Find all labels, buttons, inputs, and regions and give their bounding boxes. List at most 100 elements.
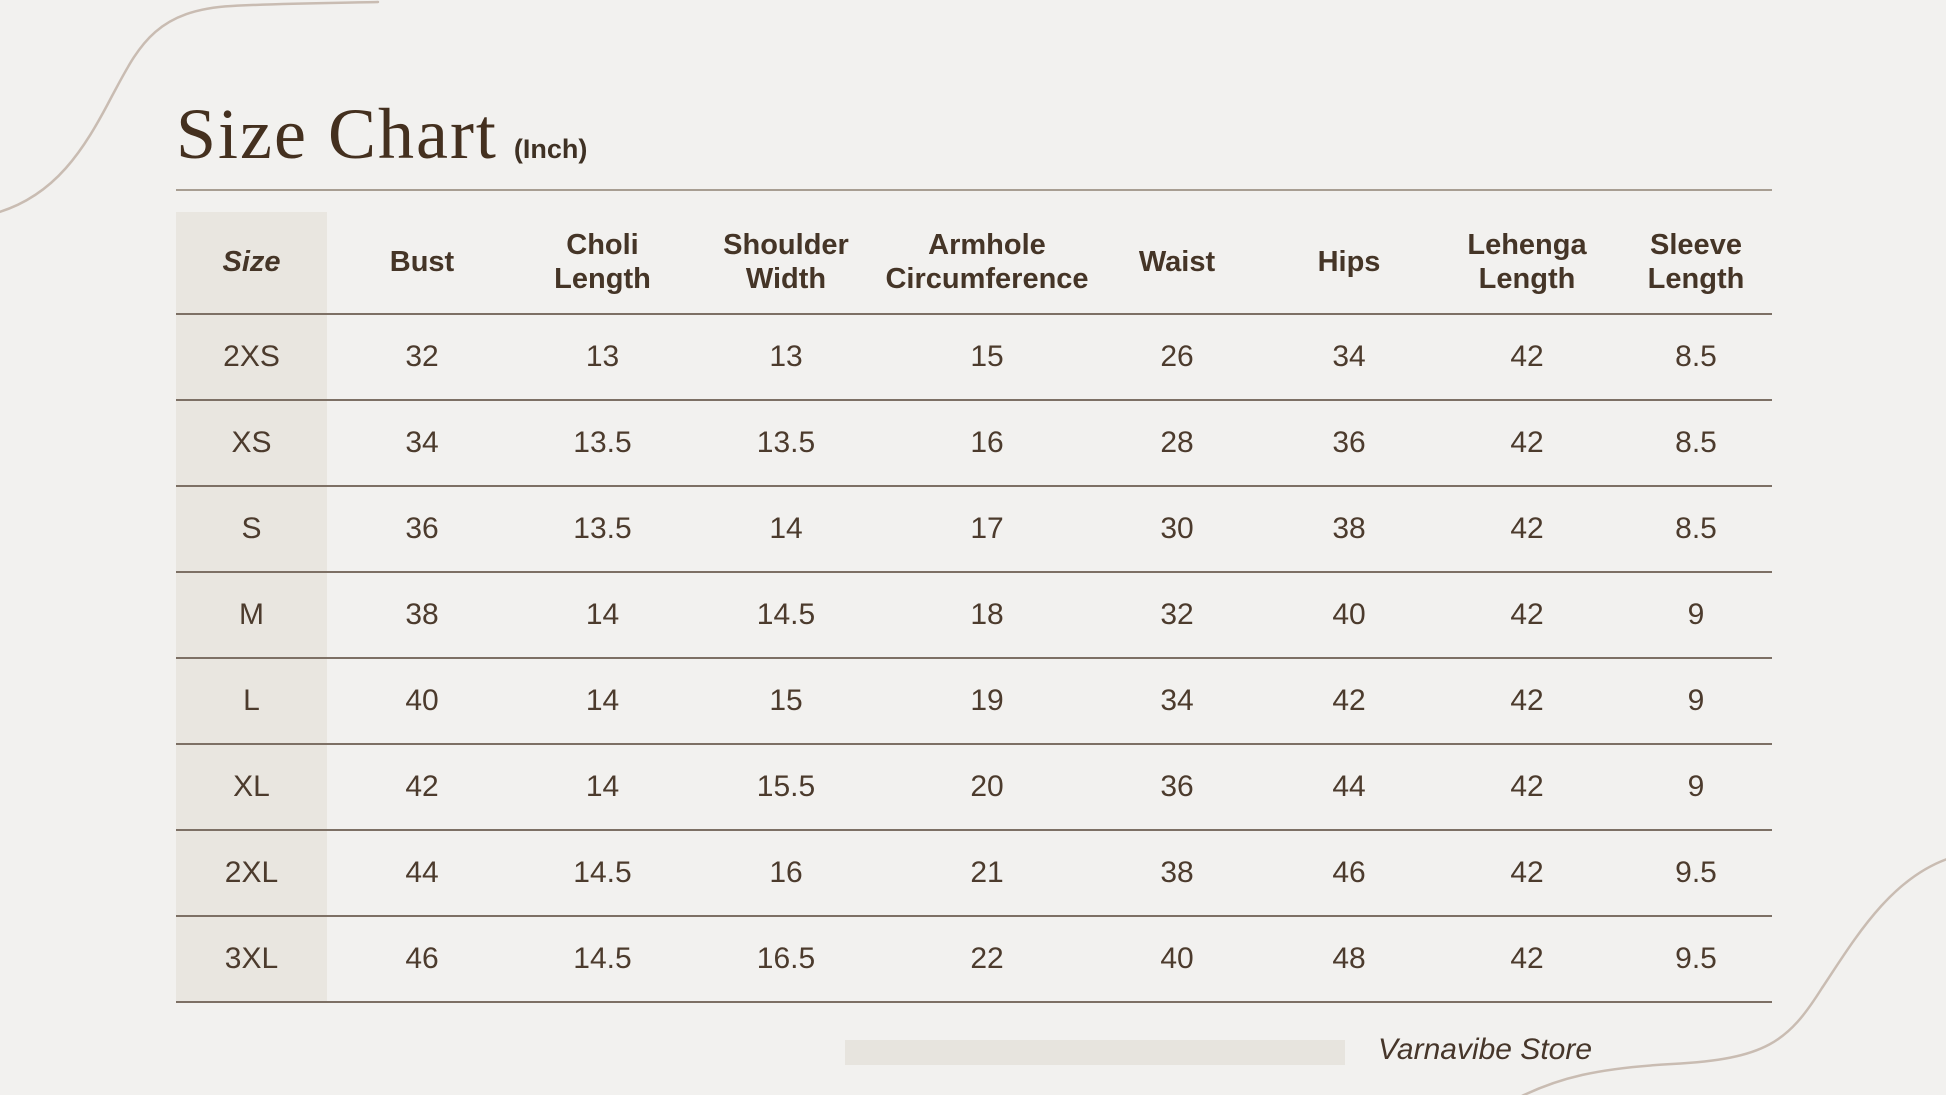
value-cell: 40 bbox=[1264, 572, 1434, 659]
value-cell: 44 bbox=[327, 830, 517, 917]
value-cell: 28 bbox=[1090, 400, 1264, 487]
value-cell: 46 bbox=[327, 916, 517, 1003]
value-cell: 38 bbox=[1264, 486, 1434, 573]
value-cell: 32 bbox=[1090, 572, 1264, 659]
table-row: 3XL 46 14.5 16.5 22 40 48 42 9.5 bbox=[176, 916, 1772, 1003]
value-cell: 9.5 bbox=[1620, 830, 1772, 917]
value-cell: 17 bbox=[884, 486, 1090, 573]
header-cell: Sleeve Length bbox=[1620, 212, 1772, 315]
size-cell: XS bbox=[176, 400, 327, 487]
value-cell: 8.5 bbox=[1620, 314, 1772, 401]
top-left-curve bbox=[0, 0, 380, 213]
size-cell: 2XL bbox=[176, 830, 327, 917]
value-cell: 14 bbox=[688, 486, 884, 573]
value-cell: 14 bbox=[517, 744, 688, 831]
value-cell: 36 bbox=[1264, 400, 1434, 487]
size-chart-table: Size Bust Choli Length Shoulder Width Armhol… bbox=[176, 212, 1772, 1003]
table-row: M 38 14 14.5 18 32 40 42 9 bbox=[176, 572, 1772, 659]
table-body: 2XS 32 13 13 15 26 34 42 8.5 XS 34 13.5 13.5 16 28 36 42… bbox=[176, 314, 1772, 1003]
title-divider bbox=[176, 189, 1772, 191]
value-cell: 13.5 bbox=[517, 486, 688, 573]
footer-bar bbox=[845, 1040, 1345, 1065]
value-cell: 40 bbox=[327, 658, 517, 745]
value-cell: 14.5 bbox=[517, 830, 688, 917]
size-cell: S bbox=[176, 486, 327, 573]
value-cell: 34 bbox=[1090, 658, 1264, 745]
value-cell: 26 bbox=[1090, 314, 1264, 401]
value-cell: 18 bbox=[884, 572, 1090, 659]
value-cell: 42 bbox=[1434, 916, 1620, 1003]
size-cell: L bbox=[176, 658, 327, 745]
value-cell: 34 bbox=[327, 400, 517, 487]
value-cell: 40 bbox=[1090, 916, 1264, 1003]
value-cell: 15 bbox=[884, 314, 1090, 401]
table-row: L 40 14 15 19 34 42 42 9 bbox=[176, 658, 1772, 745]
value-cell: 36 bbox=[327, 486, 517, 573]
size-cell: 3XL bbox=[176, 916, 327, 1003]
value-cell: 9.5 bbox=[1620, 916, 1772, 1003]
value-cell: 36 bbox=[1090, 744, 1264, 831]
value-cell: 32 bbox=[327, 314, 517, 401]
title-block: Size Chart (Inch) bbox=[176, 98, 587, 170]
value-cell: 42 bbox=[1434, 486, 1620, 573]
value-cell: 44 bbox=[1264, 744, 1434, 831]
value-cell: 14 bbox=[517, 658, 688, 745]
brand-name: Varnavibe Store bbox=[1378, 1033, 1593, 1066]
value-cell: 42 bbox=[1434, 400, 1620, 487]
value-cell: 16 bbox=[688, 830, 884, 917]
title-unit-label: (Inch) bbox=[513, 134, 588, 164]
value-cell: 19 bbox=[884, 658, 1090, 745]
value-cell: 13.5 bbox=[517, 400, 688, 487]
value-cell: 42 bbox=[1434, 830, 1620, 917]
value-cell: 20 bbox=[884, 744, 1090, 831]
table-row: XL 42 14 15.5 20 36 44 42 9 bbox=[176, 744, 1772, 831]
value-cell: 46 bbox=[1264, 830, 1434, 917]
table-header-row: Size Bust Choli Length Shoulder Width Armhol… bbox=[176, 212, 1772, 315]
value-cell: 21 bbox=[884, 830, 1090, 917]
header-cell: Waist bbox=[1090, 212, 1264, 315]
page-title: Size Chart bbox=[176, 94, 498, 174]
table-row: XS 34 13.5 13.5 16 28 36 42 8.5 bbox=[176, 400, 1772, 487]
value-cell: 16 bbox=[884, 400, 1090, 487]
value-cell: 42 bbox=[1434, 314, 1620, 401]
value-cell: 14.5 bbox=[688, 572, 884, 659]
value-cell: 14.5 bbox=[517, 916, 688, 1003]
header-cell: Hips bbox=[1264, 212, 1434, 315]
value-cell: 9 bbox=[1620, 658, 1772, 745]
value-cell: 9 bbox=[1620, 572, 1772, 659]
table-row: 2XL 44 14.5 16 21 38 46 42 9.5 bbox=[176, 830, 1772, 917]
size-cell: XL bbox=[176, 744, 327, 831]
value-cell: 16.5 bbox=[688, 916, 884, 1003]
header-cell: Armhole Circumference bbox=[884, 212, 1090, 315]
size-cell: M bbox=[176, 572, 327, 659]
value-cell: 9 bbox=[1620, 744, 1772, 831]
header-cell: Bust bbox=[327, 212, 517, 315]
value-cell: 14 bbox=[517, 572, 688, 659]
value-cell: 8.5 bbox=[1620, 486, 1772, 573]
header-cell: Lehenga Length bbox=[1434, 212, 1620, 315]
value-cell: 15 bbox=[688, 658, 884, 745]
value-cell: 48 bbox=[1264, 916, 1434, 1003]
value-cell: 42 bbox=[327, 744, 517, 831]
value-cell: 8.5 bbox=[1620, 400, 1772, 487]
table-row: 2XS 32 13 13 15 26 34 42 8.5 bbox=[176, 314, 1772, 401]
value-cell: 38 bbox=[327, 572, 517, 659]
value-cell: 30 bbox=[1090, 486, 1264, 573]
value-cell: 42 bbox=[1434, 658, 1620, 745]
value-cell: 13 bbox=[688, 314, 884, 401]
value-cell: 42 bbox=[1434, 744, 1620, 831]
table-row: S 36 13.5 14 17 30 38 42 8.5 bbox=[176, 486, 1772, 573]
bottom-right-curve bbox=[1521, 858, 1946, 1095]
value-cell: 42 bbox=[1434, 572, 1620, 659]
value-cell: 13 bbox=[517, 314, 688, 401]
value-cell: 15.5 bbox=[688, 744, 884, 831]
value-cell: 38 bbox=[1090, 830, 1264, 917]
value-cell: 42 bbox=[1264, 658, 1434, 745]
value-cell: 13.5 bbox=[688, 400, 884, 487]
header-cell: Choli Length bbox=[517, 212, 688, 315]
value-cell: 34 bbox=[1264, 314, 1434, 401]
header-cell: Shoulder Width bbox=[688, 212, 884, 315]
value-cell: 22 bbox=[884, 916, 1090, 1003]
